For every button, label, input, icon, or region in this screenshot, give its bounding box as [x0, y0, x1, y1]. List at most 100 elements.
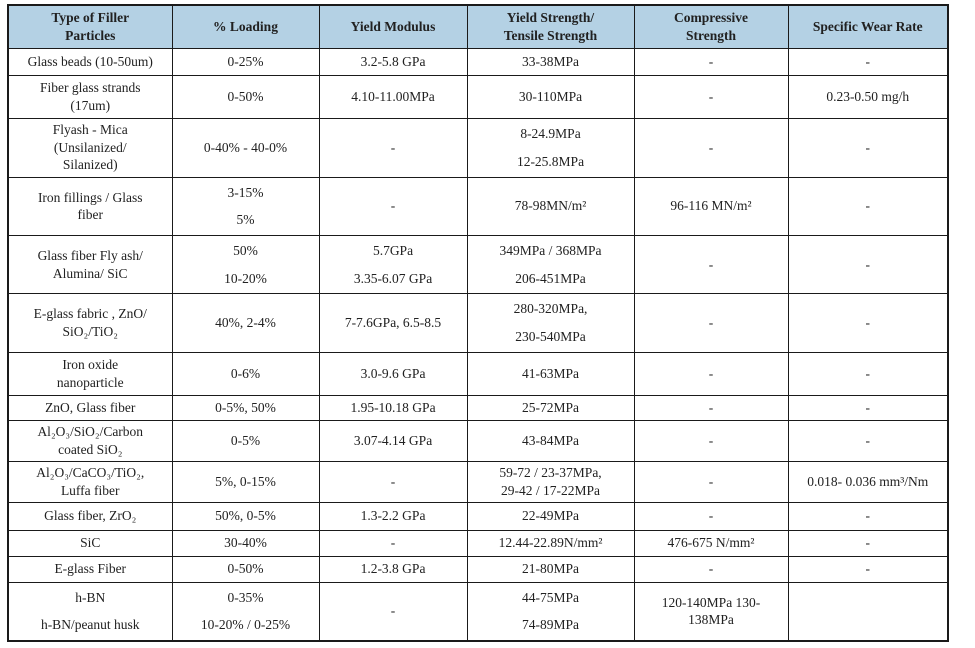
table-cell: 3-15% 5%: [171, 176, 320, 236]
table-cell: 78-98MN/m²: [466, 176, 635, 236]
table-cell: -: [318, 581, 468, 642]
table-cell: Glass beads (10-50um): [7, 47, 173, 76]
table-cell: h-BN h-BN/peanut husk: [7, 581, 173, 642]
header-row: Type of Filler Particles % Loading Yield…: [7, 4, 949, 49]
table-cell: -: [787, 501, 949, 531]
table-cell: 0-5%, 50%: [171, 394, 320, 421]
table-cell: 30-40%: [171, 529, 320, 557]
table-cell: 0.23-0.50 mg/h: [787, 74, 949, 119]
table-cell: 96-116 MN/m²: [633, 176, 789, 236]
table-cell: 0-50%: [171, 555, 320, 583]
table-cell: -: [787, 419, 949, 462]
table-cell: -: [633, 293, 789, 353]
table-cell: 5.7GPa 3.35-6.07 GPa: [318, 234, 468, 295]
table-row: Glass fiber, ZrO₂ 50%, 0-5% 1.3-2.2 GPa …: [7, 501, 949, 531]
table-cell: 40%, 2-4%: [171, 293, 320, 353]
table-cell: -: [633, 460, 789, 503]
table-cell: -: [787, 293, 949, 353]
table-cell: 0-25%: [171, 47, 320, 76]
table-cell: 0.018- 0.036 mm³/Nm: [787, 460, 949, 503]
table-cell: 3.2-5.8 GPa: [318, 47, 468, 76]
table-cell: 30-110MPa: [466, 74, 635, 119]
table-cell: -: [633, 117, 789, 178]
table-row: Flyash - Mica (Unsilanized/ Silanized) 0…: [7, 117, 949, 178]
table-row: Iron fillings / Glass fiber 3-15% 5% - 7…: [7, 176, 949, 236]
table-cell: 3.07-4.14 GPa: [318, 419, 468, 462]
table-cell: E-glass fabric , ZnO/ SiO₂/TiO₂: [7, 293, 173, 353]
table-cell: 59-72 / 23-37MPa, 29-42 / 17-22MPa: [466, 460, 635, 503]
table-cell: ZnO, Glass fiber: [7, 394, 173, 421]
table-row: Iron oxide nanoparticle 0-6% 3.0-9.6 GPa…: [7, 351, 949, 396]
table-cell: 21-80MPa: [466, 555, 635, 583]
table-cell: Al₂O₃/CaCO₃/TiO₂, Luffa fiber: [7, 460, 173, 503]
column-header-yield-tensile-strength: Yield Strength/ Tensile Strength: [466, 4, 635, 49]
table-cell: -: [787, 351, 949, 396]
table-cell: -: [318, 176, 468, 236]
table-cell: -: [633, 419, 789, 462]
table-cell: -: [318, 117, 468, 178]
table-cell: 0-40% - 40-0%: [171, 117, 320, 178]
table-cell: Glass fiber, ZrO₂: [7, 501, 173, 531]
table-cell: -: [318, 529, 468, 557]
table-cell: -: [633, 74, 789, 119]
table-cell: Al₂O₃/SiO₂/Carbon coated SiO₂: [7, 419, 173, 462]
table-cell: -: [787, 234, 949, 295]
table-row: h-BN h-BN/peanut husk 0-35% 10-20% / 0-2…: [7, 581, 949, 642]
table-cell: -: [633, 234, 789, 295]
table-cell: -: [787, 117, 949, 178]
table-cell: 1.95-10.18 GPa: [318, 394, 468, 421]
table-row: E-glass Fiber 0-50% 1.2-3.8 GPa 21-80MPa…: [7, 555, 949, 583]
table-cell: SiC: [7, 529, 173, 557]
table-cell: 50%, 0-5%: [171, 501, 320, 531]
table-row: Fiber glass strands (17um) 0-50% 4.10-11…: [7, 74, 949, 119]
column-header-specific-wear-rate: Specific Wear Rate: [787, 4, 949, 49]
column-header-yield-modulus: Yield Modulus: [318, 4, 468, 49]
table-cell: 3.0-9.6 GPa: [318, 351, 468, 396]
table-cell: -: [633, 351, 789, 396]
table-cell: -: [787, 47, 949, 76]
table-cell: Flyash - Mica (Unsilanized/ Silanized): [7, 117, 173, 178]
table-cell: 44-75MPa 74-89MPa: [466, 581, 635, 642]
table-row: Al₂O₃/SiO₂/Carbon coated SiO₂ 0-5% 3.07-…: [7, 419, 949, 462]
table-cell: 280-320MPa, 230-540MPa: [466, 293, 635, 353]
table-cell: -: [633, 501, 789, 531]
table-cell: 5%, 0-15%: [171, 460, 320, 503]
table-cell: 8-24.9MPa 12-25.8MPa: [466, 117, 635, 178]
table-cell: -: [787, 176, 949, 236]
table-cell: Iron fillings / Glass fiber: [7, 176, 173, 236]
table-row: Glass beads (10-50um) 0-25% 3.2-5.8 GPa …: [7, 47, 949, 76]
table-cell: 0-50%: [171, 74, 320, 119]
table-cell: -: [787, 555, 949, 583]
table-cell: 0-6%: [171, 351, 320, 396]
table-cell: -: [633, 555, 789, 583]
table-row: E-glass fabric , ZnO/ SiO₂/TiO₂ 40%, 2-4…: [7, 293, 949, 353]
table-cell: -: [633, 47, 789, 76]
column-header-compressive-strength: Compressive Strength: [633, 4, 789, 49]
table-cell: Iron oxide nanoparticle: [7, 351, 173, 396]
column-header-loading: % Loading: [171, 4, 320, 49]
table-cell: -: [787, 394, 949, 421]
table-row: Glass fiber Fly ash/ Alumina/ SiC 50% 10…: [7, 234, 949, 295]
table-cell: -: [633, 394, 789, 421]
column-header-filler-type: Type of Filler Particles: [7, 4, 173, 49]
table-cell: -: [318, 460, 468, 503]
table-cell: 476-675 N/mm²: [633, 529, 789, 557]
table-cell: 41-63MPa: [466, 351, 635, 396]
table-cell: 43-84MPa: [466, 419, 635, 462]
table-cell: 22-49MPa: [466, 501, 635, 531]
table-cell: 7-7.6GPa, 6.5-8.5: [318, 293, 468, 353]
table-row: ZnO, Glass fiber 0-5%, 50% 1.95-10.18 GP…: [7, 394, 949, 421]
filler-particles-table: Type of Filler Particles % Loading Yield…: [7, 4, 949, 642]
table-cell: E-glass Fiber: [7, 555, 173, 583]
table-row: Al₂O₃/CaCO₃/TiO₂, Luffa fiber 5%, 0-15% …: [7, 460, 949, 503]
table-cell: [787, 581, 949, 642]
table-cell: 12.44-22.89N/mm²: [466, 529, 635, 557]
table-cell: 1.3-2.2 GPa: [318, 501, 468, 531]
table-cell: 50% 10-20%: [171, 234, 320, 295]
table-cell: 25-72MPa: [466, 394, 635, 421]
table-cell: 0-35% 10-20% / 0-25%: [171, 581, 320, 642]
table-cell: -: [787, 529, 949, 557]
table-cell: Fiber glass strands (17um): [7, 74, 173, 119]
table-cell: 349MPa / 368MPa 206-451MPa: [466, 234, 635, 295]
